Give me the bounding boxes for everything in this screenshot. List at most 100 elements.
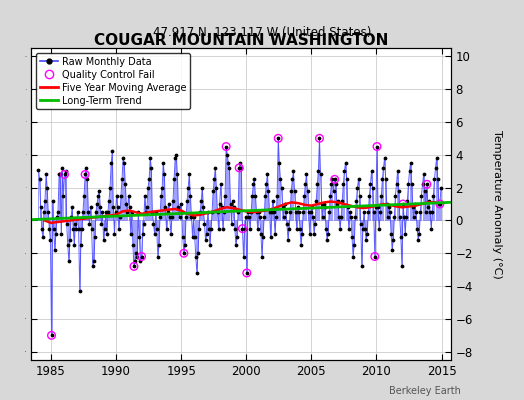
Point <box>291 209 300 216</box>
Point <box>335 214 343 220</box>
Point <box>294 209 303 216</box>
Point <box>48 198 57 204</box>
Point <box>192 253 200 260</box>
Point <box>424 204 432 210</box>
Point <box>44 209 52 216</box>
Point <box>298 230 307 237</box>
Point <box>93 201 101 207</box>
Point <box>389 237 397 243</box>
Point <box>244 209 252 216</box>
Point <box>180 250 188 256</box>
Point <box>344 204 352 210</box>
Point <box>209 188 217 194</box>
Point <box>386 209 394 216</box>
Point <box>285 226 293 232</box>
Point <box>123 209 132 216</box>
Point <box>274 135 282 142</box>
Point <box>362 237 370 243</box>
Point <box>309 214 317 220</box>
Point <box>46 237 54 243</box>
Point <box>97 220 106 227</box>
Title: COUGAR MOUNTAIN WASHINGTON: COUGAR MOUNTAIN WASHINGTON <box>94 33 388 48</box>
Point <box>100 237 108 243</box>
Point <box>49 226 58 232</box>
Point <box>342 176 351 182</box>
Point <box>345 226 353 232</box>
Point <box>117 192 125 199</box>
Point <box>92 209 100 216</box>
Point <box>336 226 344 232</box>
Point <box>169 198 177 204</box>
Point <box>356 220 365 227</box>
Point <box>114 204 122 210</box>
Point <box>383 201 391 207</box>
Point <box>377 192 386 199</box>
Point <box>179 234 187 240</box>
Point <box>56 171 64 178</box>
Point <box>305 230 314 237</box>
Point <box>222 143 231 150</box>
Point <box>130 263 138 270</box>
Point <box>366 181 375 188</box>
Point <box>376 209 385 216</box>
Point <box>290 188 299 194</box>
Point <box>338 198 346 204</box>
Point <box>61 168 70 174</box>
Point <box>239 253 248 260</box>
Point <box>398 263 406 270</box>
Point <box>158 184 166 191</box>
Point <box>126 230 135 237</box>
Point <box>352 198 361 204</box>
Point <box>277 184 286 191</box>
Point <box>293 204 302 210</box>
Point <box>282 209 290 216</box>
Point <box>72 226 81 232</box>
Point <box>227 220 236 227</box>
Point <box>331 176 339 182</box>
Point <box>188 234 196 240</box>
Point <box>280 201 289 207</box>
Point <box>339 181 347 188</box>
Point <box>225 165 234 171</box>
Point <box>275 160 283 166</box>
Point <box>136 258 145 265</box>
Point <box>316 171 325 178</box>
Point <box>249 181 257 188</box>
Point <box>278 204 287 210</box>
Point <box>132 250 140 256</box>
Point <box>140 192 149 199</box>
Point <box>170 176 178 182</box>
Point <box>243 270 251 276</box>
Point <box>138 230 147 237</box>
Point <box>276 176 285 182</box>
Point <box>392 181 401 188</box>
Point <box>287 188 296 194</box>
Point <box>272 214 280 220</box>
Point <box>67 214 75 220</box>
Point <box>333 201 341 207</box>
Point <box>54 209 62 216</box>
Point <box>210 176 219 182</box>
Point <box>433 176 442 182</box>
Point <box>319 214 327 220</box>
Point <box>347 214 355 220</box>
Point <box>107 160 115 166</box>
Point <box>370 253 379 260</box>
Point <box>159 160 168 166</box>
Point <box>165 201 173 207</box>
Point <box>247 209 255 216</box>
Point <box>213 209 222 216</box>
Point <box>219 226 227 232</box>
Point <box>270 209 278 216</box>
Point <box>96 204 104 210</box>
Point <box>160 171 169 178</box>
Point <box>311 220 319 227</box>
Point <box>196 209 204 216</box>
Point <box>357 263 366 270</box>
Point <box>242 214 250 220</box>
Point <box>381 176 390 182</box>
Point <box>364 209 373 216</box>
Point <box>310 230 318 237</box>
Point <box>379 165 388 171</box>
Point <box>161 204 170 210</box>
